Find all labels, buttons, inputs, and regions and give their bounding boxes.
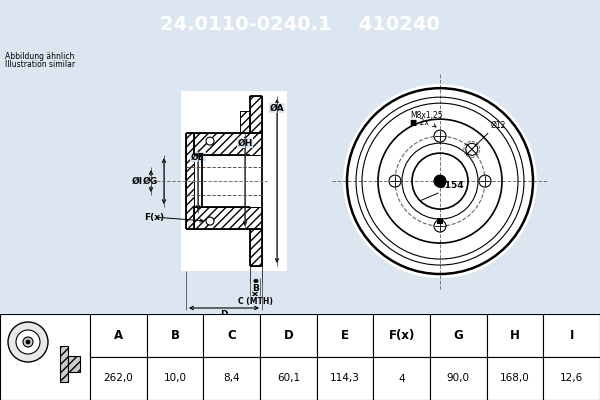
Text: 4: 4 (398, 374, 405, 384)
Bar (437, 218, 443, 224)
Bar (0, 314, 90, 400)
Text: 24.0110-0240.1    410240: 24.0110-0240.1 410240 (160, 15, 440, 34)
Bar (487, 314, 544, 357)
Bar (430, 357, 487, 400)
Text: ■ 2x: ■ 2x (410, 118, 429, 127)
Circle shape (206, 217, 214, 225)
Bar (260, 314, 317, 357)
Text: E: E (341, 329, 349, 342)
Bar (68, 356, 80, 372)
Bar (373, 314, 430, 357)
Bar (250, 229, 262, 266)
Text: Illustration similar: Illustration similar (5, 60, 75, 69)
Bar (317, 357, 373, 400)
Bar (487, 357, 544, 400)
Text: A: A (114, 329, 123, 342)
Text: 12,6: 12,6 (560, 374, 583, 384)
Bar (90, 314, 146, 357)
Bar (544, 357, 600, 400)
Text: 262,0: 262,0 (103, 374, 133, 384)
Circle shape (466, 143, 478, 155)
Text: ØI: ØI (132, 176, 143, 186)
Circle shape (434, 220, 446, 232)
Text: D: D (283, 329, 293, 342)
Text: Abbildung ähnlich: Abbildung ähnlich (5, 52, 74, 61)
Text: M8x1,25: M8x1,25 (410, 111, 443, 120)
Text: 168,0: 168,0 (500, 374, 530, 384)
Bar (373, 357, 430, 400)
Text: ØG: ØG (143, 176, 158, 186)
Bar (250, 96, 262, 133)
Text: F(x): F(x) (144, 212, 164, 222)
Bar (203, 314, 260, 357)
Bar (317, 314, 373, 357)
Bar (60, 346, 68, 382)
Circle shape (434, 130, 446, 142)
Text: 8,4: 8,4 (223, 374, 240, 384)
Bar (240, 111, 250, 133)
Circle shape (23, 337, 33, 347)
Bar (186, 133, 194, 229)
Bar (260, 357, 317, 400)
Text: H: H (510, 329, 520, 342)
Bar (146, 314, 203, 357)
Text: Ø12: Ø12 (491, 120, 506, 129)
Text: B: B (253, 284, 259, 292)
Circle shape (434, 175, 446, 187)
Circle shape (16, 330, 40, 354)
Text: C (MTH): C (MTH) (238, 296, 272, 306)
Bar (181, 91, 287, 271)
Text: B: B (170, 329, 179, 342)
Circle shape (389, 175, 401, 187)
Text: ØA: ØA (269, 104, 284, 113)
Text: F(x): F(x) (388, 329, 415, 342)
Bar (203, 357, 260, 400)
Text: G: G (454, 329, 463, 342)
Text: ØH: ØH (238, 139, 253, 148)
Circle shape (479, 175, 491, 187)
Bar (194, 133, 262, 155)
Text: 114,3: 114,3 (330, 374, 360, 384)
Bar (544, 314, 600, 357)
Circle shape (26, 340, 30, 344)
Text: I: I (569, 329, 574, 342)
Text: D: D (220, 310, 228, 320)
Bar (90, 357, 146, 400)
Bar (430, 314, 487, 357)
Text: 90,0: 90,0 (447, 374, 470, 384)
Bar (146, 357, 203, 400)
Circle shape (8, 322, 48, 362)
Bar (194, 207, 262, 229)
Text: C: C (227, 329, 236, 342)
Circle shape (206, 137, 214, 145)
Text: 60,1: 60,1 (277, 374, 300, 384)
Circle shape (343, 84, 537, 278)
Text: Ø154: Ø154 (438, 180, 464, 190)
Text: 10,0: 10,0 (163, 374, 187, 384)
Text: ØE: ØE (191, 153, 205, 162)
